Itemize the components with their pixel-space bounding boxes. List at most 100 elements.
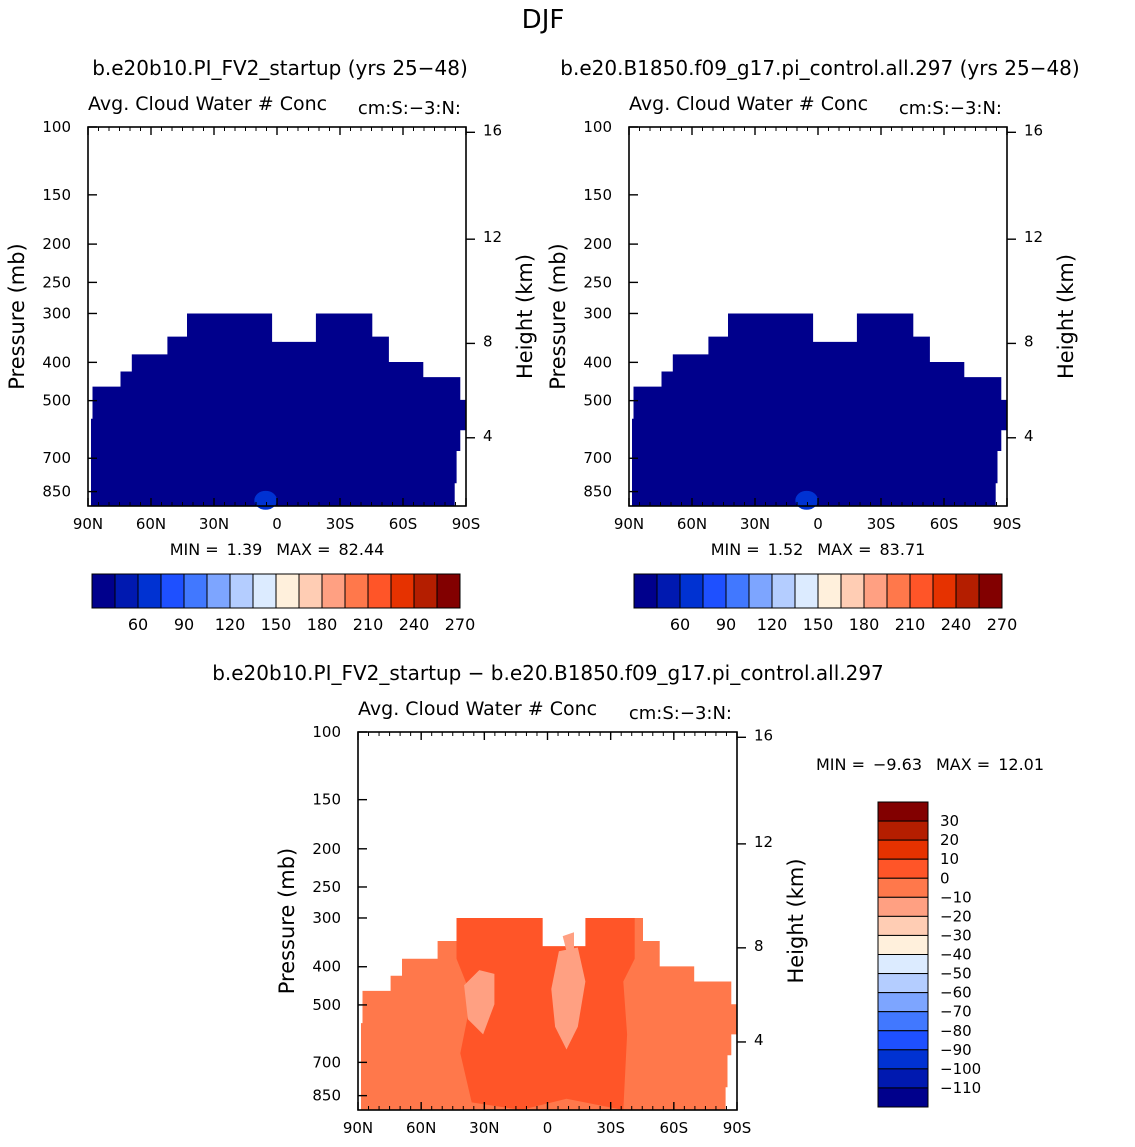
colorbar-label: 60: [670, 615, 690, 634]
x-tick-label-diff: 60N: [406, 1119, 436, 1137]
colorbar-swatch: [877, 915, 929, 936]
y-tick-label-diff: 500: [312, 996, 341, 1014]
x-tick-label-left: 90N: [73, 515, 103, 533]
panel-title-diff: b.e20b10.PI_FV2_startup − b.e20.B1850.f0…: [212, 661, 884, 685]
colorbar-label: 90: [174, 615, 194, 634]
x-tick-label-right: 90S: [993, 515, 1022, 533]
y2-axis-title-diff: Height (km): [784, 858, 808, 983]
panel-units-left: cm:S:−3:N:: [358, 98, 461, 119]
colorbar-swatch: [817, 573, 842, 609]
max-value: 82.44: [339, 540, 385, 559]
max-label: MAX =: [817, 540, 871, 559]
y-tick-label-right: 500: [583, 392, 612, 410]
colorbar-label: 120: [215, 615, 246, 634]
colorbar-swatch: [656, 573, 681, 609]
colorbar-swatch: [91, 573, 116, 609]
x-tick-label-left: 90S: [452, 515, 481, 533]
colorbar-swatch: [877, 954, 929, 975]
colorbar-label: 270: [445, 615, 476, 634]
colorbar-swatch: [160, 573, 185, 609]
colorbar-swatch: [390, 573, 415, 609]
y2-axis-title-left: Height (km): [513, 254, 537, 379]
y2-tick-label-left: 8: [483, 332, 493, 350]
min-label: MIN =: [816, 755, 865, 774]
colorbar-swatch: [771, 573, 796, 609]
colorbar-swatch: [877, 801, 929, 822]
colorbar-label: 10: [940, 850, 959, 868]
colorbar-label: 90: [716, 615, 736, 634]
colorbar-label: −80: [940, 1022, 972, 1040]
y-tick-label-left: 500: [42, 392, 71, 410]
y-tick-label-diff: 700: [312, 1053, 341, 1071]
plots-layer: b.e20b10.PI_FV2_startup (yrs 25−48) Avg. …: [5, 56, 1080, 1137]
y2-axis-title-right: Height (km): [1054, 254, 1078, 379]
y-tick-label-left: 200: [42, 235, 71, 253]
panel-left: b.e20b10.PI_FV2_startup (yrs 25−48) Avg. …: [5, 56, 537, 634]
colorbar-swatch: [413, 573, 438, 609]
y2-tick-label-diff: 12: [754, 833, 773, 851]
colorbar-swatch: [229, 573, 254, 609]
panel-subtitle-right: Avg. Cloud Water # Conc: [629, 93, 868, 115]
field-region-a-diff: [456, 918, 635, 1110]
stats-left: MIN = 1.39 MAX = 82.44: [170, 540, 385, 559]
panel-title-left: b.e20b10.PI_FV2_startup (yrs 25−48): [92, 56, 468, 80]
x-tick-label-right: 60N: [677, 515, 707, 533]
y-tick-label-left: 850: [42, 483, 71, 501]
colorbar-swatch: [436, 573, 461, 609]
colorbar-swatch: [877, 839, 929, 860]
colorbar-swatch: [206, 573, 231, 609]
panel-title-right: b.e20.B1850.f09_g17.pi_control.all.297 (…: [560, 56, 1079, 80]
x-tick-label-left: 60S: [389, 515, 418, 533]
colorbar-label: 210: [895, 615, 926, 634]
x-tick-label-right: 30N: [740, 515, 770, 533]
colorbar-label: −60: [940, 984, 972, 1002]
y-tick-label-diff: 150: [312, 791, 341, 809]
colorbar-swatch: [909, 573, 934, 609]
min-value: 1.52: [768, 540, 804, 559]
y-tick-label-right: 100: [583, 118, 612, 136]
colorbar-swatch: [877, 896, 929, 917]
colorbar-label: 0: [940, 869, 950, 887]
min-value: −9.63: [873, 755, 922, 774]
panel-subtitle-left: Avg. Cloud Water # Conc: [88, 93, 327, 115]
y2-tick-label-diff: 8: [754, 937, 764, 955]
colorbar-swatch: [840, 573, 865, 609]
y2-tick-label-left: 4: [483, 427, 493, 445]
y-axis-title-right: Pressure (mb): [546, 243, 570, 390]
y-tick-label-left: 250: [42, 273, 71, 291]
x-tick-label-diff: 60S: [660, 1119, 689, 1137]
panel-right: b.e20.B1850.f09_g17.pi_control.all.297 (…: [546, 56, 1080, 634]
min-label: MIN =: [170, 540, 219, 559]
y-tick-label-left: 400: [42, 353, 71, 371]
y2-tick-label-right: 12: [1024, 228, 1043, 246]
max-value: 12.01: [998, 755, 1044, 774]
min-value: 1.39: [227, 540, 263, 559]
x-tick-label-left: 30S: [326, 515, 355, 533]
colorbar-right: 60 90 120 150 180 210 240 270: [633, 573, 1018, 634]
colorbar-label: −50: [940, 965, 972, 983]
page-title: DJF: [522, 5, 565, 35]
colorbar-label: 210: [353, 615, 384, 634]
x-tick-label-right: 0: [813, 515, 823, 533]
colorbar-swatch: [877, 820, 929, 841]
colorbar-label: −70: [940, 1003, 972, 1021]
x-tick-label-left: 0: [272, 515, 282, 533]
max-label: MAX =: [936, 755, 990, 774]
colorbar-label: 240: [941, 615, 972, 634]
x-tick-label-diff: 90S: [723, 1119, 752, 1137]
y2-tick-label-right: 4: [1024, 427, 1034, 445]
colorbar-swatch: [877, 992, 929, 1013]
y-tick-label-diff: 200: [312, 840, 341, 858]
field-blob-left: [254, 490, 277, 510]
colorbar-swatch: [321, 573, 346, 609]
colorbar-swatch: [725, 573, 750, 609]
colorbar-swatch: [955, 573, 980, 609]
stats-diff: MIN = −9.63 MAX = 12.01: [816, 755, 1044, 774]
colorbar-label: 240: [399, 615, 430, 634]
colorbar-label: 120: [757, 615, 788, 634]
panel-subtitle-diff: Avg. Cloud Water # Conc: [358, 698, 597, 720]
x-tick-label-diff: 0: [543, 1119, 553, 1137]
colorbar-swatch: [633, 573, 658, 609]
colorbar-label: 270: [987, 615, 1018, 634]
